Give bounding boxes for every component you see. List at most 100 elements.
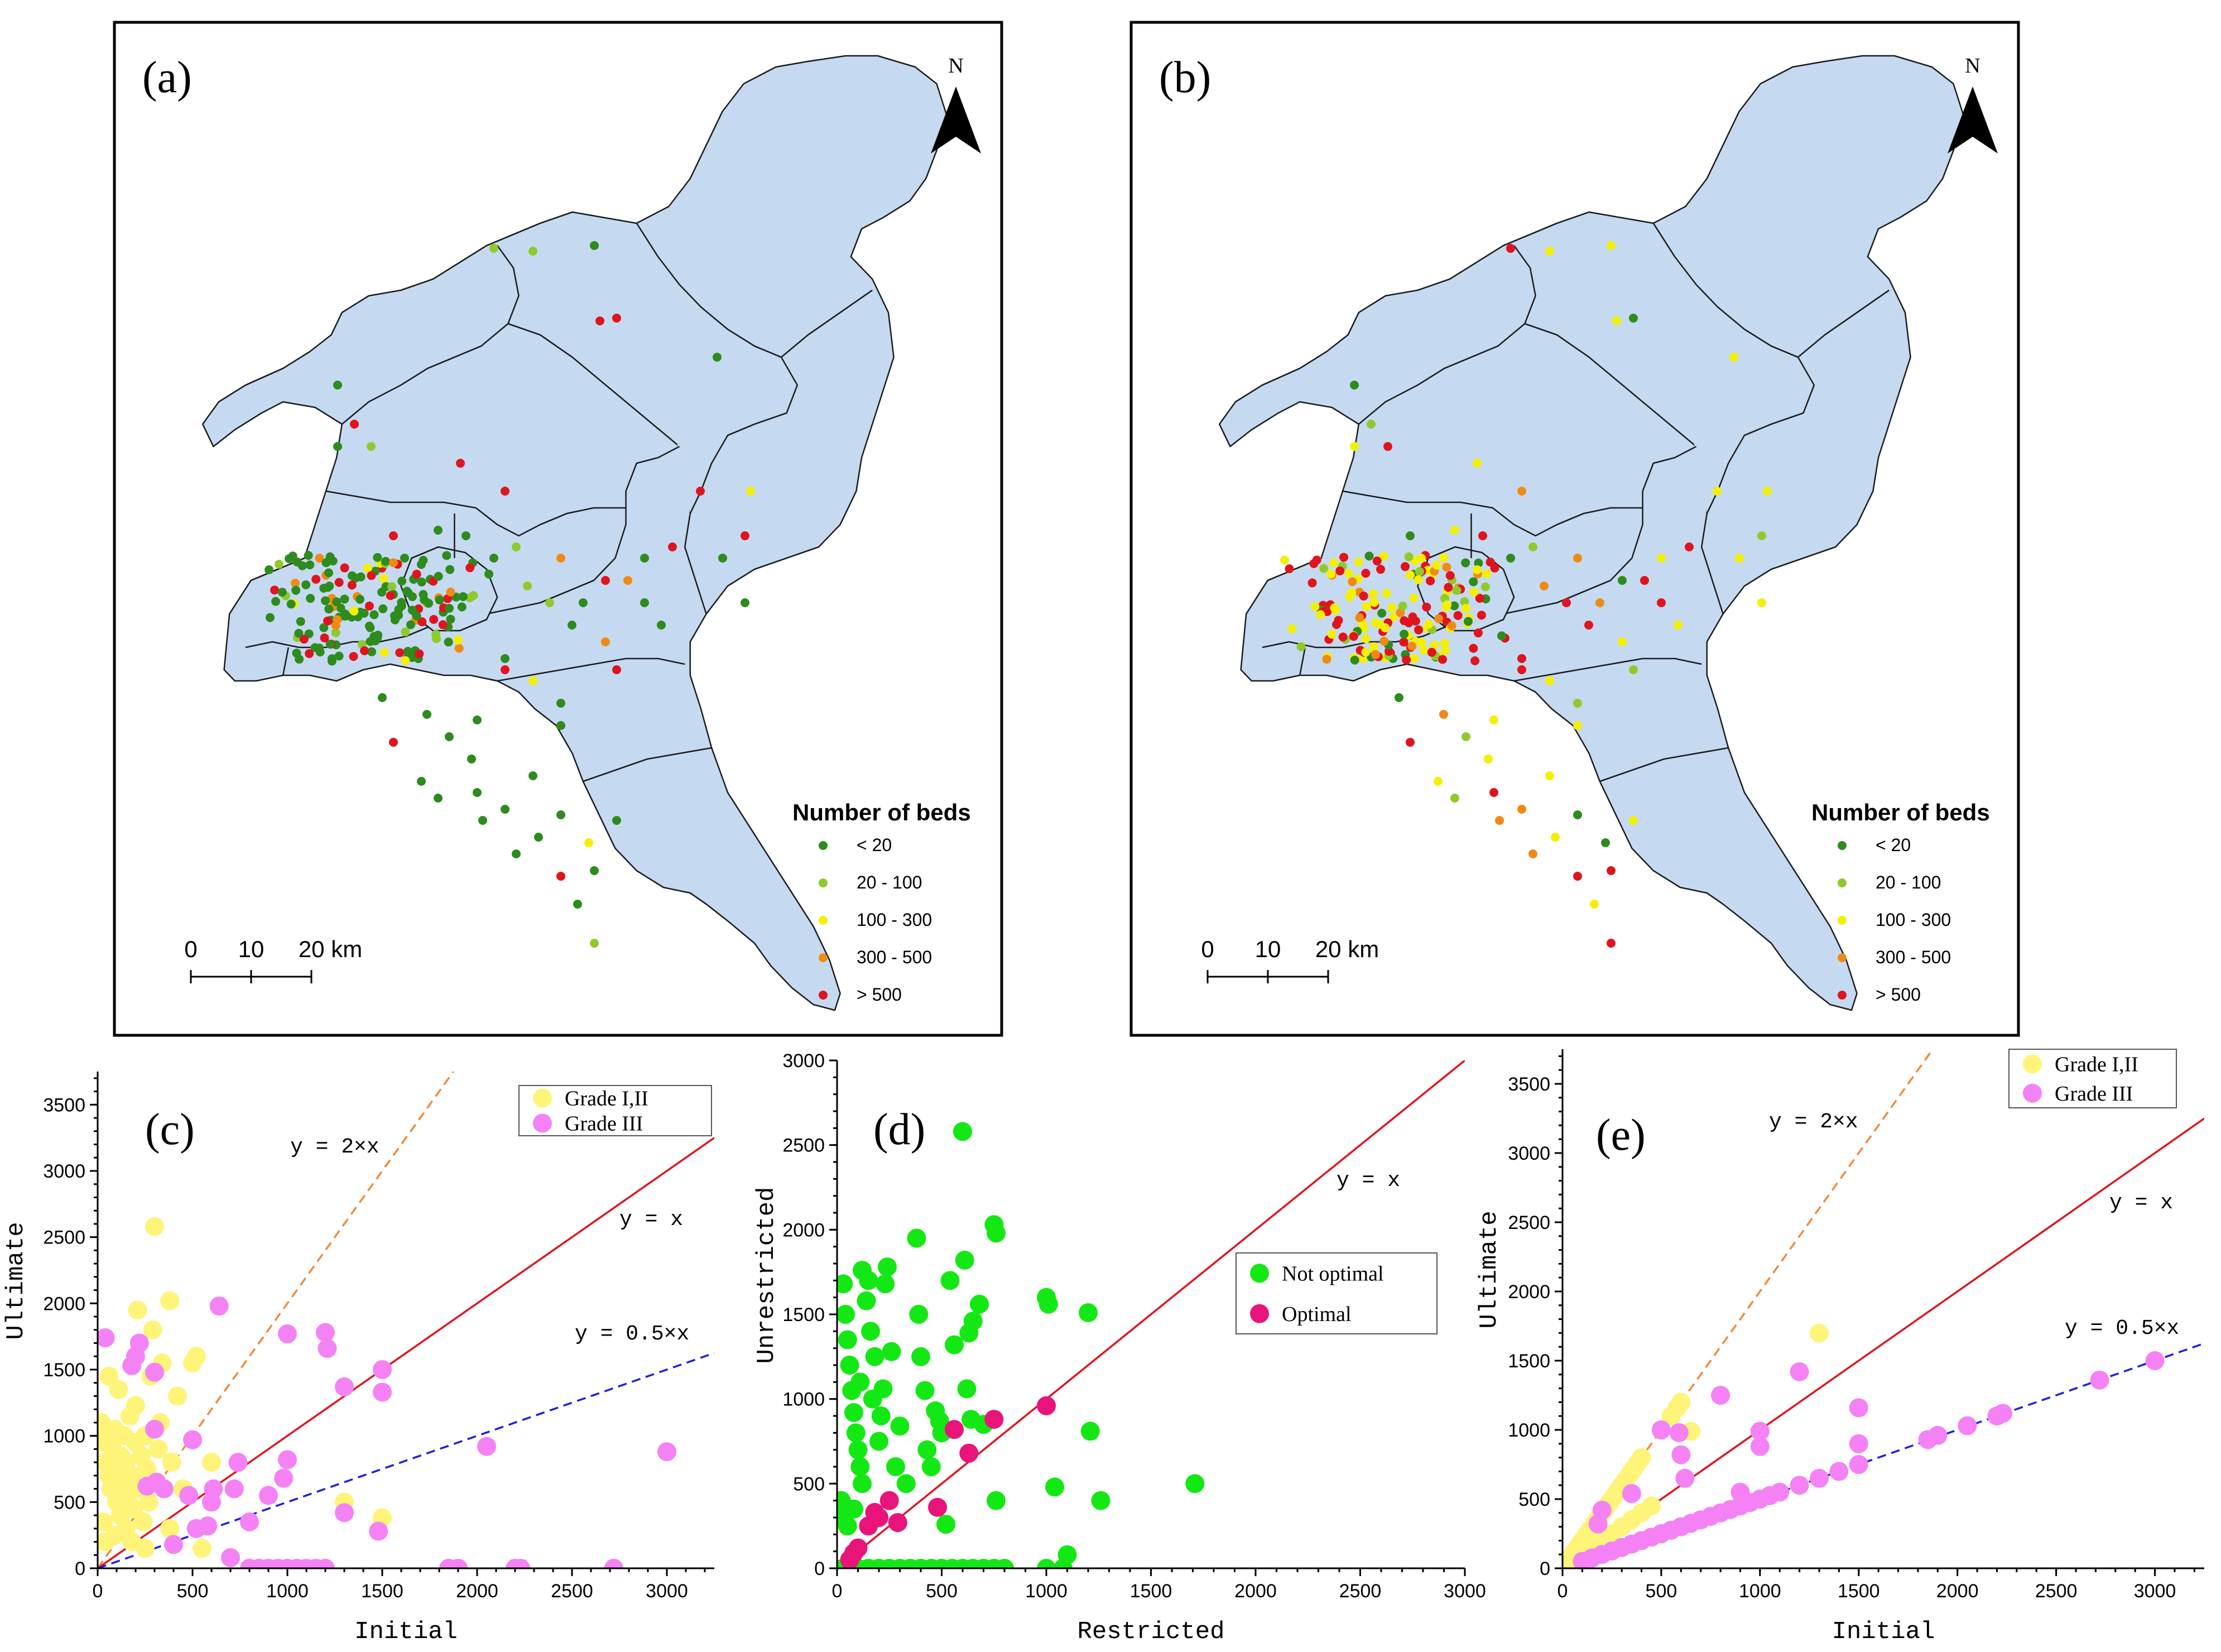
data-point: [848, 1440, 868, 1459]
data-point: [886, 1457, 905, 1476]
legend-label: Grade I,II: [2055, 1053, 2138, 1076]
reference-line-label: y = 2×x: [1769, 1110, 1858, 1134]
data-point: [186, 1347, 206, 1366]
reference-line-label: y = 2×x: [290, 1135, 379, 1159]
hospital-point: [363, 563, 372, 573]
hospital-point: [489, 554, 498, 563]
hospital-point: [406, 620, 415, 630]
data-point: [105, 1525, 124, 1545]
x-axis-title: Restricted: [1077, 1618, 1224, 1646]
hospital-point: [1657, 598, 1666, 607]
hospital-point: [1573, 810, 1582, 819]
hospital-point: [285, 554, 294, 564]
hospital-point: [1450, 526, 1459, 535]
hospital-point: [1478, 531, 1487, 540]
legend-label: 100 - 300: [1876, 910, 1951, 930]
data-point: [840, 1356, 859, 1375]
hospital-point: [1427, 647, 1436, 657]
scale-label-20: 20 km: [299, 936, 362, 962]
hospital-point: [347, 571, 357, 580]
hospital-point: [1482, 569, 1492, 579]
data-point: [1750, 1437, 1770, 1456]
legend-swatch: [1838, 991, 1847, 1000]
data-point: [373, 1382, 392, 1402]
map-frame: [113, 21, 1003, 1037]
hospital-point: [1426, 576, 1435, 585]
panel-label: (b): [1159, 53, 1211, 102]
district-border: [583, 747, 712, 782]
legend-label: > 500: [857, 985, 902, 1005]
hospital-point: [334, 578, 344, 587]
reference-line: [98, 1352, 714, 1568]
hospital-point: [379, 648, 389, 657]
hospital-point: [325, 640, 335, 649]
legend-swatch: [1838, 953, 1847, 962]
map-panel-b: (b) N 0 10 20 km Number of beds < 20 20 -…: [1129, 21, 2020, 1037]
scatter-plot-c: 0 500 1000 1500 2000 2500 3000 0 500 1000 1500 2000…: [2, 1072, 714, 1646]
data-point: [1675, 1468, 1695, 1488]
hospital-point: [1607, 939, 1616, 948]
legend-title: Number of beds: [792, 799, 971, 825]
hospital-point: [1362, 602, 1371, 611]
hospital-point: [478, 816, 487, 825]
hospital-point: [1469, 643, 1478, 653]
legend-swatch: [2023, 1054, 2042, 1074]
hospital-point: [1382, 588, 1391, 598]
reference-line: [98, 1137, 714, 1568]
hospital-point: [378, 604, 388, 613]
legend-swatch: [819, 953, 828, 962]
hospital-point: [445, 732, 454, 741]
y-tick-label: 2500: [1508, 1212, 1550, 1233]
hospital-point: [545, 598, 554, 607]
legend-label: 20 - 100: [1876, 872, 1941, 892]
data-point: [373, 1360, 392, 1379]
hospital-point: [1438, 655, 1447, 664]
hospital-point: [1347, 588, 1357, 597]
hospital-point: [1404, 618, 1414, 627]
hospital-point: [1477, 611, 1486, 620]
hospital-point: [1404, 552, 1414, 561]
hospital-point: [1348, 577, 1357, 587]
hospital-point: [373, 553, 382, 562]
hospital-point: [389, 531, 398, 540]
hospital-point: [1440, 638, 1450, 648]
y-tick-label: 3500: [1508, 1074, 1550, 1095]
data-point: [945, 1335, 964, 1355]
hospital-point: [1497, 631, 1506, 641]
data-point: [1045, 1477, 1064, 1497]
hospital-point: [420, 595, 429, 604]
hospital-point: [1367, 420, 1376, 429]
scale-bar: 0 10 20 km: [1201, 936, 1379, 983]
hospital-point: [434, 526, 443, 535]
x-tick-label: 1500: [1838, 1581, 1880, 1602]
x-tick-label: 500: [177, 1581, 209, 1602]
data-point: [1790, 1476, 1809, 1495]
hospital-point: [311, 574, 321, 584]
hospital-point: [417, 777, 426, 786]
hospital-point: [1618, 637, 1627, 646]
data-point: [844, 1499, 863, 1519]
legend-label: Grade I,II: [565, 1087, 648, 1111]
x-tick-label: 500: [926, 1581, 958, 1602]
hospital-point: [1441, 602, 1451, 612]
hospital-point: [371, 636, 380, 646]
map-legend: Number of beds < 20 20 - 100 100 - 300 300 …: [1811, 799, 1990, 1005]
hospital-point: [534, 833, 543, 842]
hospital-point: [1757, 531, 1766, 540]
data-point: [917, 1440, 937, 1459]
hospital-point: [1607, 241, 1616, 250]
hospital-point: [412, 569, 421, 579]
data-point: [940, 1271, 960, 1290]
data-point: [876, 1274, 895, 1294]
legend-label: Not optimal: [1282, 1262, 1384, 1285]
hospital-point: [1339, 553, 1349, 562]
data-point: [1037, 1396, 1056, 1415]
hospital-point: [1330, 603, 1339, 613]
data-point: [959, 1443, 979, 1463]
hospital-point: [294, 628, 304, 638]
hospital-point: [590, 866, 599, 875]
hospital-point: [1350, 442, 1359, 451]
x-tick-label: 0: [93, 1581, 103, 1602]
hospital-point: [446, 587, 455, 597]
x-tick-label: 1500: [361, 1581, 403, 1602]
